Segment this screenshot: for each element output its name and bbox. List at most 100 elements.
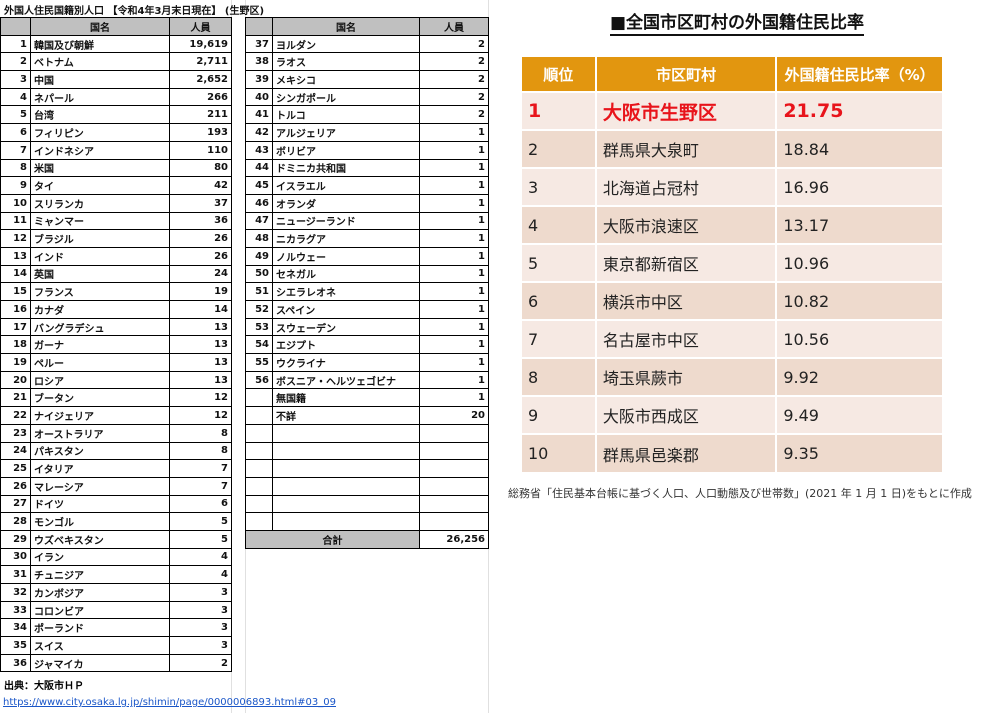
population: 26 xyxy=(169,246,232,266)
population: 3 xyxy=(169,600,232,620)
population: 1 xyxy=(419,193,489,213)
table-row: 9 タイ 42 xyxy=(0,176,232,195)
country-name: エジプト xyxy=(272,335,420,355)
row-number: 6 xyxy=(0,123,31,142)
table-row: 28 モンゴル 5 xyxy=(0,512,232,531)
table-row: 15 フランス 19 xyxy=(0,282,232,301)
country-name: ドミニカ共和国 xyxy=(272,158,420,178)
row-number: 11 xyxy=(0,211,31,231)
population: 1 xyxy=(419,176,489,195)
row-number: 32 xyxy=(0,583,31,602)
ratio: 21.75 xyxy=(776,91,944,130)
country-name: 英国 xyxy=(30,264,170,284)
country-name: ロシア xyxy=(30,370,170,390)
table-row: 36 ジャマイカ 2 xyxy=(0,653,232,673)
row-number: 33 xyxy=(0,600,31,620)
row-number xyxy=(245,494,273,514)
country-name xyxy=(272,459,420,478)
country-name: スペイン xyxy=(272,300,420,319)
population xyxy=(419,423,489,443)
population: 2 xyxy=(419,70,489,89)
country-name: ボスニア・ヘルツェゴビナ xyxy=(272,370,420,390)
country-name: ボリビア xyxy=(272,140,420,160)
row-number: 4 xyxy=(0,87,31,107)
population: 14 xyxy=(169,300,232,319)
row-number: 17 xyxy=(0,317,31,337)
table-row: 16 カナダ 14 xyxy=(0,300,232,319)
ratio: 10.56 xyxy=(776,319,944,358)
rank: 9 xyxy=(522,395,597,434)
row-number: 28 xyxy=(0,512,31,531)
country-name: 中国 xyxy=(30,70,170,89)
table-row: 8 米国 80 xyxy=(0,158,232,178)
population xyxy=(419,459,489,478)
row-number: 34 xyxy=(0,618,31,638)
population: 20 xyxy=(419,406,489,425)
row-number: 9 xyxy=(0,176,31,195)
table-row: 35 スイス 3 xyxy=(0,636,232,655)
population: 3 xyxy=(169,618,232,638)
row-number xyxy=(245,406,273,425)
table-row: 38 ラオス 2 xyxy=(245,52,489,72)
row-number xyxy=(245,388,273,408)
population: 19 xyxy=(169,282,232,301)
rank: 5 xyxy=(522,243,597,282)
population: 1 xyxy=(419,335,489,355)
country-name: アルジェリア xyxy=(272,123,420,142)
table-row xyxy=(245,441,489,461)
row-number: 5 xyxy=(0,105,31,125)
population: 37 xyxy=(169,193,232,213)
row-number: 45 xyxy=(245,176,273,195)
population: 1 xyxy=(419,317,489,337)
country-name: 台湾 xyxy=(30,105,170,125)
country-name: ニカラグア xyxy=(272,229,420,248)
population: 26 xyxy=(169,229,232,248)
population: 13 xyxy=(169,370,232,390)
country-name: ペルー xyxy=(30,353,170,372)
row-number: 42 xyxy=(245,123,273,142)
row-number: 47 xyxy=(245,211,273,231)
population: 1 xyxy=(419,264,489,284)
table-row: 20 ロシア 13 xyxy=(0,370,232,390)
country-name: タイ xyxy=(30,176,170,195)
row-number: 37 xyxy=(245,34,273,54)
municipality: 群馬県邑楽郡 xyxy=(595,433,778,472)
population: 1 xyxy=(419,246,489,266)
rank: 1 xyxy=(522,91,597,130)
country-name: ドイツ xyxy=(30,494,170,514)
table-row: 17 バングラデシュ 13 xyxy=(0,317,232,337)
table-row: 46 オランダ 1 xyxy=(245,193,489,213)
country-name xyxy=(272,423,420,443)
ranking-row: 3 北海道占冠村 16.96 xyxy=(522,167,944,206)
table-row xyxy=(245,476,489,496)
table-row: 43 ボリビア 1 xyxy=(245,140,489,160)
row-number: 21 xyxy=(0,388,31,408)
country-name: 不詳 xyxy=(272,406,420,425)
row-number: 52 xyxy=(245,300,273,319)
ranking-title: ■全国市区町村の外国籍住民比率 xyxy=(610,12,865,36)
population: 1 xyxy=(419,353,489,372)
ranking-row: 10 群馬県邑楽郡 9.35 xyxy=(522,433,944,472)
ratio: 9.49 xyxy=(776,395,944,434)
ranking-row: 8 埼玉県蕨市 9.92 xyxy=(522,357,944,396)
ratio: 9.92 xyxy=(776,357,944,396)
table-row: 21 ブータン 12 xyxy=(0,388,232,408)
table-row: 27 ドイツ 6 xyxy=(0,494,232,514)
table-row: 52 スペイン 1 xyxy=(245,300,489,319)
population: 7 xyxy=(169,459,232,478)
header-name: 国名 xyxy=(272,17,420,36)
country-name: 米国 xyxy=(30,158,170,178)
country-name: セネガル xyxy=(272,264,420,284)
population: 7 xyxy=(169,476,232,496)
header-num xyxy=(0,17,31,36)
total-value: 26,256 xyxy=(419,529,489,549)
country-name: オランダ xyxy=(272,193,420,213)
table-row: 18 ガーナ 13 xyxy=(0,335,232,355)
population xyxy=(419,476,489,496)
row-number: 3 xyxy=(0,70,31,89)
source-link[interactable]: https://www.city.osaka.lg.jp/shimin/page… xyxy=(3,697,336,708)
row-number xyxy=(245,459,273,478)
nationality-table-left: 国名 人員 1 韓国及び朝鮮 19,619 2 ベトナム 2,711 3 中国 2,652 4 ネパ… xyxy=(0,17,232,673)
row-number: 20 xyxy=(0,370,31,390)
country-name: オーストラリア xyxy=(30,423,170,443)
